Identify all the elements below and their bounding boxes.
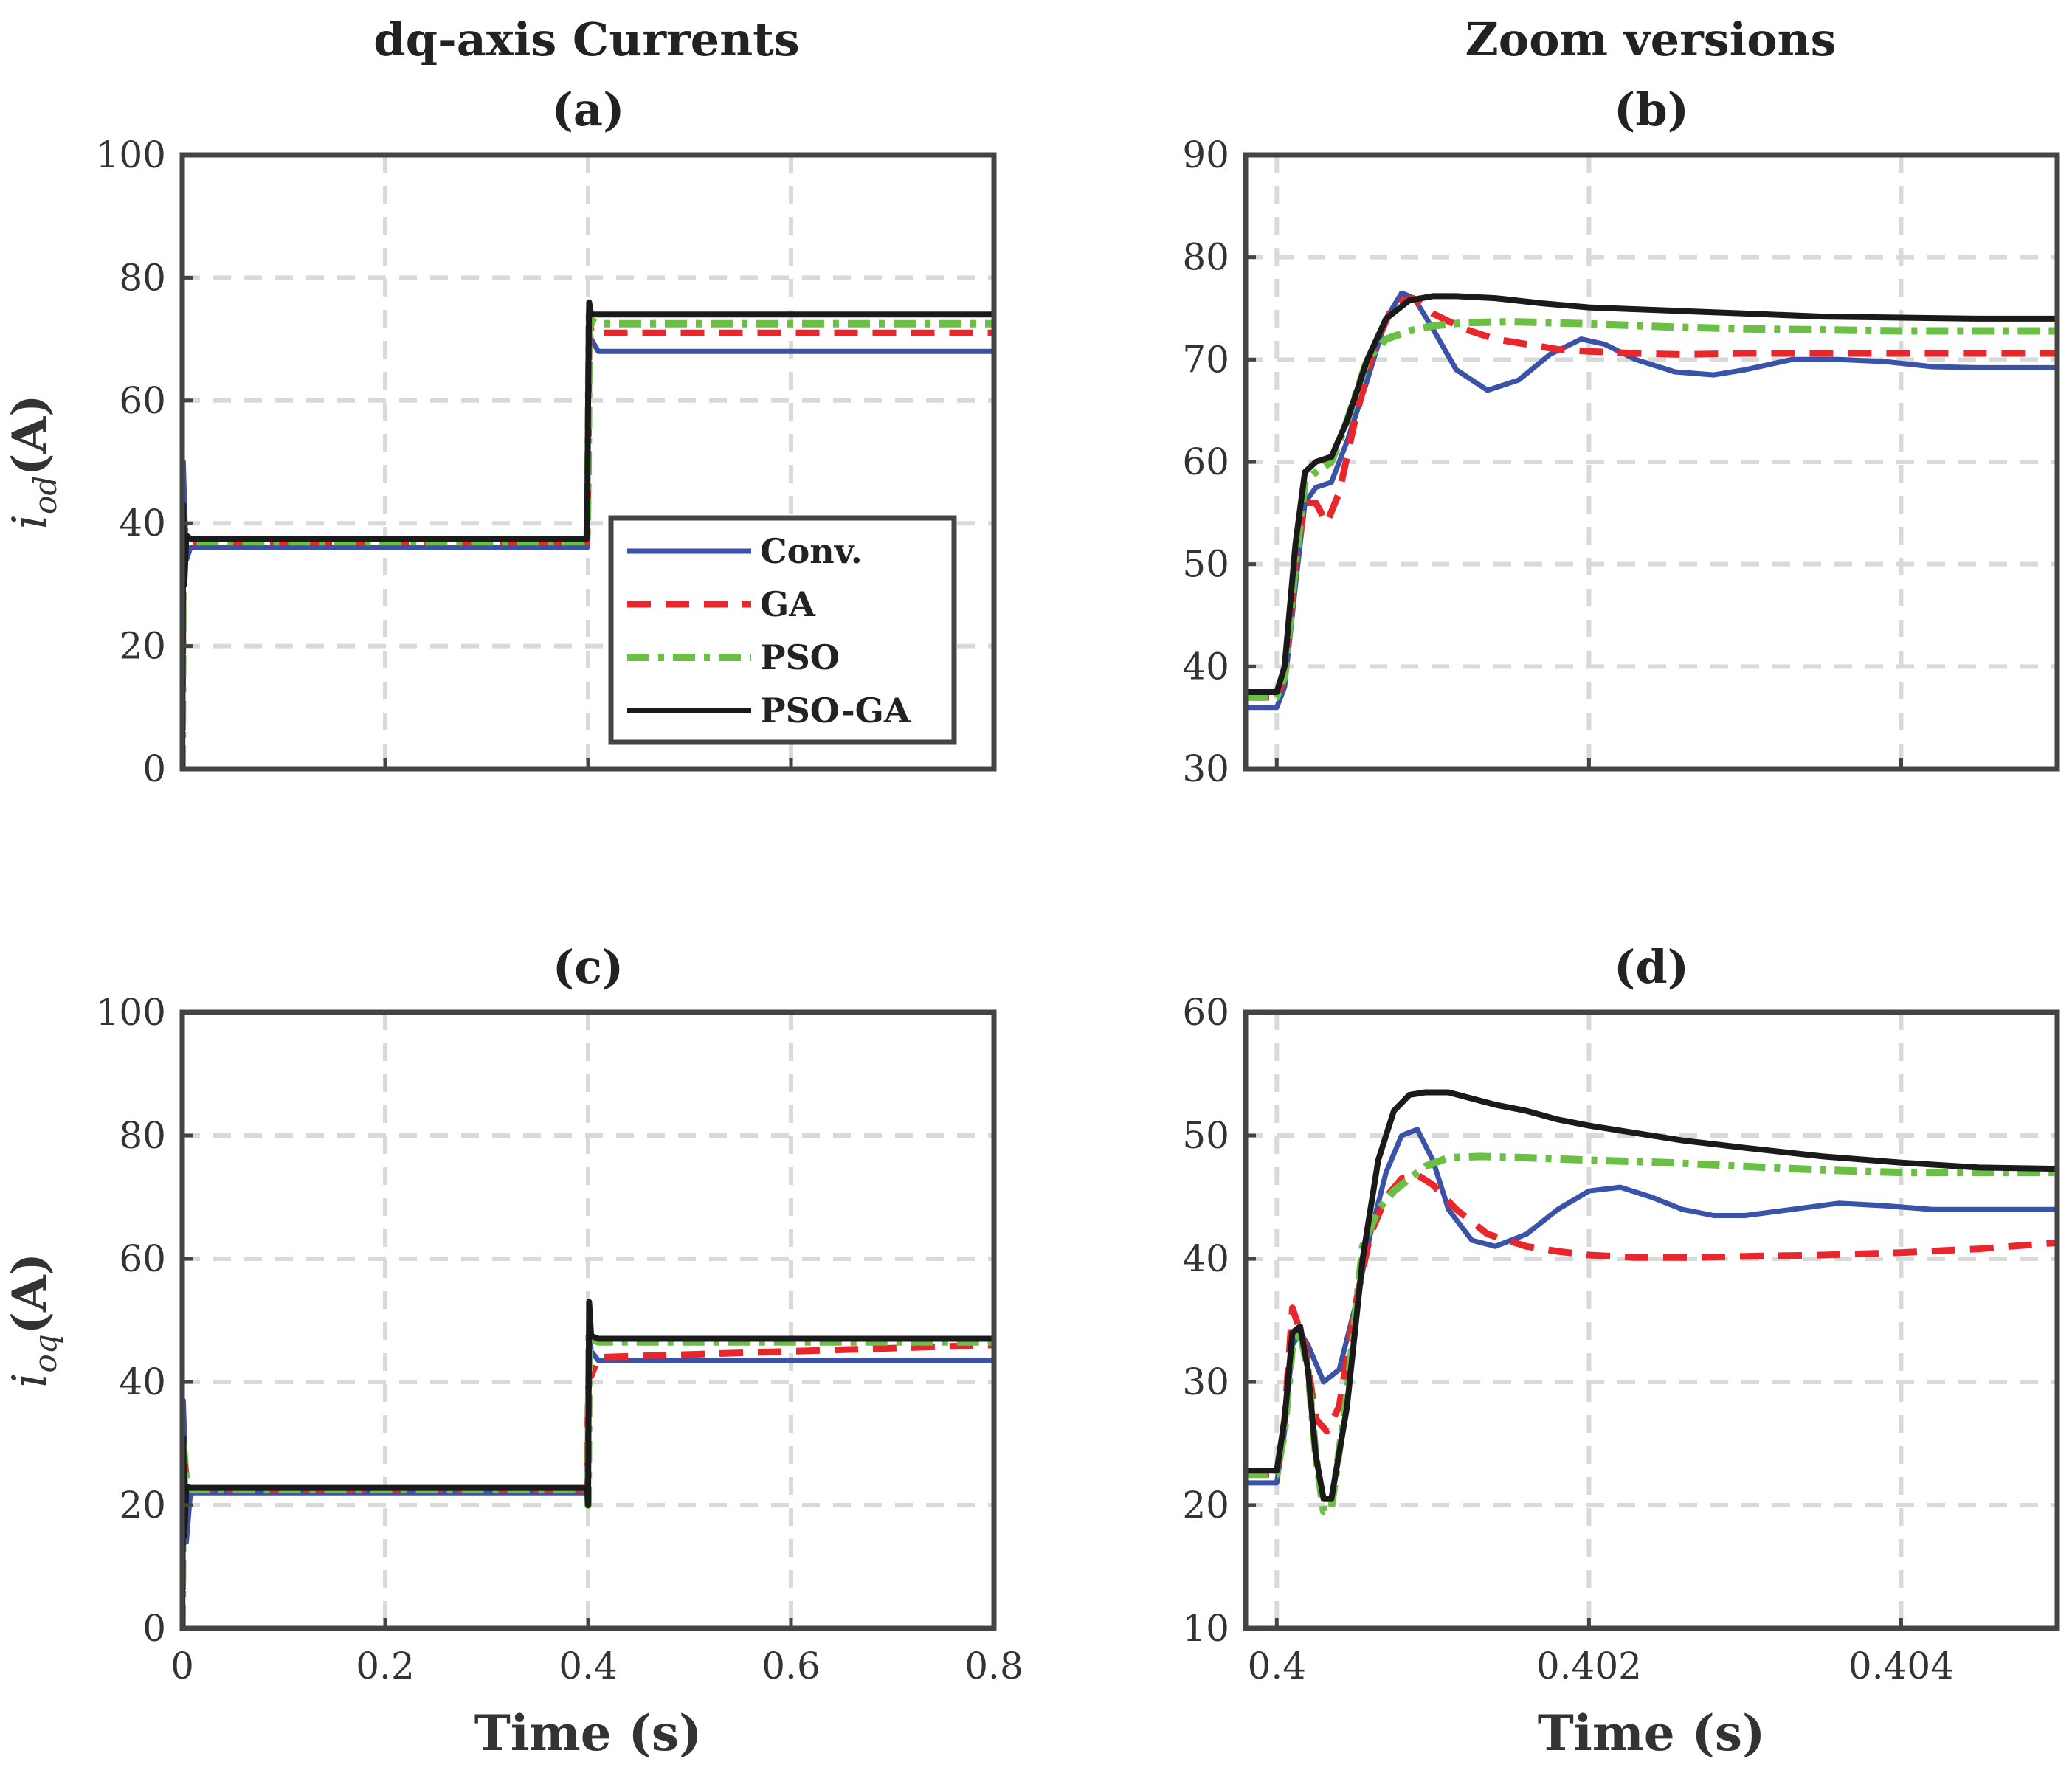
legend-label-ga: GA [760, 584, 816, 624]
series-line-conv [1246, 1127, 2057, 1486]
y-tick-label: 80 [119, 1114, 166, 1157]
y-tick-label: 0 [142, 747, 166, 790]
y-tick-label: 10 [1182, 1607, 1229, 1650]
y-axis-label-sub: oq [27, 1334, 63, 1372]
y-axis-label-c: ioq(A) [2, 1253, 63, 1388]
y-tick-label: 40 [1182, 645, 1229, 688]
y-tick-label: 80 [1182, 236, 1229, 279]
y-axis-label-a: iod(A) [2, 395, 63, 530]
x-tick-label: 0.402 [1536, 1645, 1642, 1687]
x-tick-label: 0.2 [356, 1645, 415, 1687]
y-tick-label: 60 [119, 379, 166, 422]
y-tick-label: 60 [1182, 440, 1229, 483]
y-tick-label: 40 [119, 502, 166, 545]
y-axis-label-var: i [3, 514, 58, 529]
legend-label-conv: Conv. [760, 531, 863, 571]
x-tick-label: 0.6 [762, 1645, 821, 1687]
y-axis-label-unit: (A) [2, 1253, 58, 1334]
series-line-conv [1246, 290, 2057, 711]
series-line-ga [1246, 294, 2057, 701]
y-tick-label: 0 [142, 1607, 166, 1650]
x-axis-label-c: Time (s) [474, 1704, 702, 1762]
y-tick-label: 30 [1182, 747, 1229, 790]
series-line-pso [1246, 1152, 2057, 1515]
column-title-right: Zoom versions [1465, 13, 1836, 66]
subplot-title-d: (d) [1614, 940, 1689, 994]
y-tick-label: 40 [1182, 1237, 1229, 1280]
y-tick-label: 90 [1182, 134, 1229, 176]
subplot-title-a: (a) [552, 83, 625, 136]
subplot-title-b: (b) [1614, 83, 1689, 136]
column-title-left: dq-axis Currents [373, 13, 799, 66]
y-tick-label: 80 [119, 256, 166, 299]
x-axis-label-d: Time (s) [1538, 1704, 1766, 1762]
y-tick-label: 50 [1182, 543, 1229, 586]
series-group-b [1246, 290, 2057, 711]
y-tick-label: 20 [119, 625, 166, 668]
y-tick-label: 60 [119, 1237, 166, 1280]
subplot-grid: (a)020406080100iod(A)Conv.GAPSOPSO-GA(b)… [2, 83, 2060, 1762]
series-group-d [1246, 1089, 2057, 1515]
legend: Conv. GA PSO PSO-GA [608, 515, 957, 745]
y-tick-label: 30 [1182, 1361, 1229, 1403]
x-tick-label: 0.4 [1248, 1645, 1307, 1687]
y-tick-label: 100 [96, 134, 166, 176]
y-axis-label-sub: od [27, 476, 63, 514]
y-tick-label: 50 [1182, 1114, 1229, 1157]
x-tick-label: 0.4 [559, 1645, 618, 1687]
subplot-c: (c) 0 0.2 0.4 0.6 0.8 0 20 40 60 80 100 Time (s) ioq(… [2, 940, 1023, 1762]
x-tick-label: 0.8 [964, 1645, 1023, 1687]
axes-frame-d [1243, 1009, 2060, 1631]
subplot-a: (a) 0 20 40 60 80 100 iod(A) Conv. GA PSO PSO-GA [2, 83, 997, 790]
legend-label-pso: PSO [760, 637, 840, 677]
legend-box [608, 515, 957, 745]
y-axis-label-var: i [3, 1372, 58, 1387]
legend-label-psoga: PSO-GA [760, 691, 911, 730]
series-line-psoga [1246, 1089, 2057, 1502]
y-tick-label: 20 [1182, 1484, 1229, 1527]
y-tick-label: 70 [1182, 338, 1229, 381]
y-tick-label: 20 [119, 1484, 166, 1527]
subplot-title-c: (c) [553, 940, 624, 994]
y-tick-label: 60 [1182, 991, 1229, 1034]
series-line-psoga [1246, 293, 2057, 695]
y-tick-label: 100 [96, 991, 166, 1034]
y-axis-label-unit: (A) [2, 395, 58, 476]
y-tick-label: 40 [119, 1361, 166, 1403]
x-tick-label: 0.404 [1848, 1645, 1954, 1687]
x-tick-label: 0 [170, 1645, 194, 1687]
subplot-b: (b) 30 40 50 60 70 80 90 [1182, 83, 2060, 790]
subplot-d: (d) 0.4 0.402 0.404 10 20 30 40 50 60 Time (s) [1182, 940, 2060, 1762]
